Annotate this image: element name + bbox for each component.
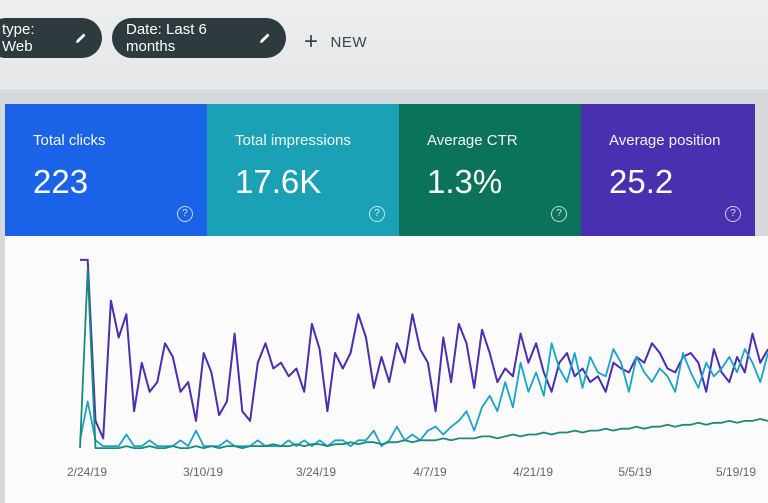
metric-cards: Total clicks 223 ? Total impressions 17.… xyxy=(5,104,755,236)
card-total-clicks[interactable]: Total clicks 223 ? xyxy=(5,104,207,236)
type-filter-label: type: Web xyxy=(2,21,35,55)
series-line-1 xyxy=(79,342,768,448)
card-label: Total clicks xyxy=(33,132,106,149)
x-tick-label: 5/5/19 xyxy=(618,465,652,479)
question-circle-icon[interactable]: ? xyxy=(551,206,567,222)
chart-svg: 2/24/19 3/10/19 3/24/19 4/7/19 4/21/19 5/5/19… xyxy=(67,258,768,479)
type-filter-chip[interactable]: type: Web xyxy=(0,18,102,58)
divider xyxy=(0,90,768,91)
x-tick-label: 4/21/19 xyxy=(513,465,553,479)
card-total-impressions[interactable]: Total impressions 17.6K ? xyxy=(207,104,399,236)
card-average-position[interactable]: Average position 25.2 ? xyxy=(581,104,755,236)
card-average-ctr[interactable]: Average CTR 1.3% ? xyxy=(399,104,581,236)
card-value: 17.6K xyxy=(235,163,322,200)
date-filter-chip[interactable]: Date: Last 6 months xyxy=(112,18,286,58)
series-line-0 xyxy=(80,258,768,440)
date-filter-label: Date: Last 6 months xyxy=(126,21,207,55)
new-filter-button[interactable]: + NEW xyxy=(304,30,367,54)
card-value: 223 xyxy=(33,163,89,200)
filter-bar: type: Web Date: Last 6 months + NEW xyxy=(0,0,768,92)
new-filter-label: NEW xyxy=(330,33,368,51)
x-tick-label: 4/7/19 xyxy=(413,465,447,479)
question-circle-icon[interactable]: ? xyxy=(725,206,741,222)
x-tick-label: 3/10/19 xyxy=(183,465,223,479)
x-tick-label: 2/24/19 xyxy=(67,465,107,479)
performance-chart[interactable]: 2/24/19 3/10/19 3/24/19 4/7/19 4/21/19 5/5/19… xyxy=(5,236,768,503)
x-tick-label: 5/19/19 xyxy=(716,465,756,479)
plus-icon: + xyxy=(304,28,319,55)
card-label: Average position xyxy=(609,132,721,149)
card-label: Total impressions xyxy=(235,132,351,149)
question-circle-icon[interactable]: ? xyxy=(369,206,385,222)
card-label: Average CTR xyxy=(427,132,518,149)
x-tick-label: 3/24/19 xyxy=(296,465,336,479)
pencil-icon[interactable] xyxy=(258,31,272,45)
card-value: 25.2 xyxy=(609,163,674,200)
series-line-2 xyxy=(79,268,768,450)
pencil-icon[interactable] xyxy=(74,31,88,45)
question-circle-icon[interactable]: ? xyxy=(177,206,193,222)
card-value: 1.3% xyxy=(427,163,503,200)
